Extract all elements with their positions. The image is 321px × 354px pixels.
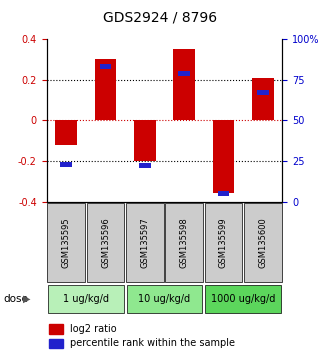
Bar <box>95 59 116 120</box>
Bar <box>178 70 190 76</box>
Bar <box>60 162 72 167</box>
Bar <box>205 285 281 314</box>
Bar <box>244 204 282 281</box>
Text: ▶: ▶ <box>23 294 30 304</box>
Text: 1000 ug/kg/d: 1000 ug/kg/d <box>211 294 275 304</box>
Bar <box>204 204 242 281</box>
Bar <box>126 204 164 281</box>
Bar <box>48 285 124 314</box>
Bar <box>56 120 77 145</box>
Text: dose: dose <box>3 294 28 304</box>
Bar <box>165 204 203 281</box>
Bar <box>100 64 111 69</box>
Bar <box>252 78 273 120</box>
Text: GSM135595: GSM135595 <box>62 217 71 268</box>
Bar <box>139 164 151 169</box>
Text: GSM135599: GSM135599 <box>219 217 228 268</box>
Bar <box>218 191 230 196</box>
Bar <box>49 324 63 334</box>
Bar <box>87 204 125 281</box>
Bar <box>127 285 202 314</box>
Text: GDS2924 / 8796: GDS2924 / 8796 <box>103 11 218 25</box>
Bar <box>49 338 63 348</box>
Text: 1 ug/kg/d: 1 ug/kg/d <box>63 294 109 304</box>
Bar <box>213 120 234 193</box>
Text: 10 ug/kg/d: 10 ug/kg/d <box>138 294 191 304</box>
Text: GSM135598: GSM135598 <box>180 217 189 268</box>
Text: GSM135596: GSM135596 <box>101 217 110 268</box>
Bar <box>257 90 269 95</box>
Text: GSM135597: GSM135597 <box>140 217 149 268</box>
Text: log2 ratio: log2 ratio <box>70 324 117 334</box>
Text: GSM135600: GSM135600 <box>258 217 267 268</box>
Bar <box>173 49 195 120</box>
Bar <box>47 204 85 281</box>
Bar <box>134 120 156 161</box>
Text: percentile rank within the sample: percentile rank within the sample <box>70 338 235 348</box>
